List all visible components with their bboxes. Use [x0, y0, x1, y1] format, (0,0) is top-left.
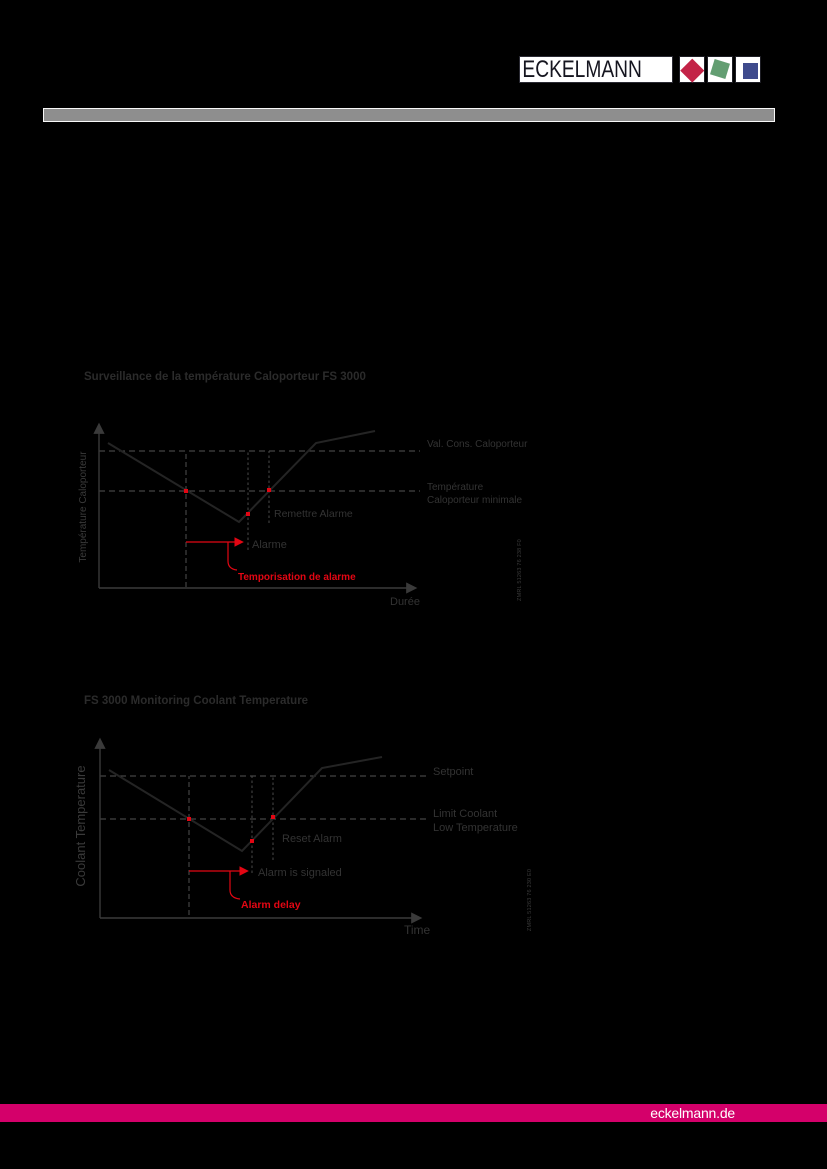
blue-square	[743, 63, 758, 79]
alarm-delay-label: Temporisation de alarme	[238, 572, 356, 583]
diagram-coolant-temperature-fr: Température Caloporteur Durée Val. Cons.…	[78, 422, 528, 608]
limit-label-line2: Low Temperature	[433, 822, 518, 834]
alarm-delay-label: Alarm delay	[241, 899, 301, 911]
logo-wordmark-box: ECKELMANN	[519, 56, 673, 83]
temperature-curve	[107, 430, 376, 524]
x-axis-label: Time	[404, 923, 431, 937]
alarm-signal-dot	[250, 839, 254, 843]
limit-label-line1: Limit Coolant	[433, 808, 497, 820]
logo-red-diamond-icon	[679, 56, 705, 83]
x-axis-label: Durée	[390, 596, 420, 608]
doc-number: ZMRL 51263 76 230 E0	[527, 869, 533, 931]
alarm-reset-dot	[267, 488, 271, 492]
reset-alarm-label: Reset Alarm	[282, 833, 342, 845]
limit-crossing-dot	[187, 817, 191, 821]
y-axis-label: Coolant Temperature	[73, 765, 88, 886]
y-axis-label: Température Caloporteur	[78, 451, 89, 563]
alarm-label: Alarm is signaled	[258, 867, 342, 879]
limit-label-line1: Température	[427, 482, 484, 493]
limit-crossing-dot	[184, 489, 188, 493]
logo-blue-square-icon	[735, 56, 761, 83]
header-rule	[43, 108, 775, 122]
diagram1-title: Surveillance de la température Caloporte…	[84, 371, 366, 383]
alarm-label: Alarme	[252, 539, 287, 551]
logo-wordmark: ECKELMANN	[522, 56, 642, 83]
diagram-coolant-temperature-en: Coolant Temperature Time Setpoint Limit …	[73, 737, 533, 937]
red-diamond	[680, 58, 704, 82]
footer-bar: eckelmann.de	[0, 1104, 827, 1122]
reset-alarm-label: Remettre Alarme	[274, 508, 353, 520]
alarm-delay-connector	[227, 542, 238, 571]
logo-green-square-icon	[707, 56, 733, 83]
diagram2-title: FS 3000 Monitoring Coolant Temperature	[84, 695, 309, 707]
alarm-reset-dot	[271, 815, 275, 819]
alarm-signal-dot	[246, 512, 250, 516]
setpoint-label: Setpoint	[433, 766, 473, 778]
footer-website-link[interactable]: eckelmann.de	[650, 1105, 735, 1121]
setpoint-label: Val. Cons. Caloporteur	[427, 439, 528, 450]
alarm-delay-connector	[229, 871, 241, 900]
green-square	[710, 59, 730, 79]
temperature-curve	[108, 756, 383, 853]
limit-label-line2: Caloporteur minimale	[427, 495, 522, 506]
doc-number: ZMRL 51263 76 238 F0	[517, 539, 523, 601]
